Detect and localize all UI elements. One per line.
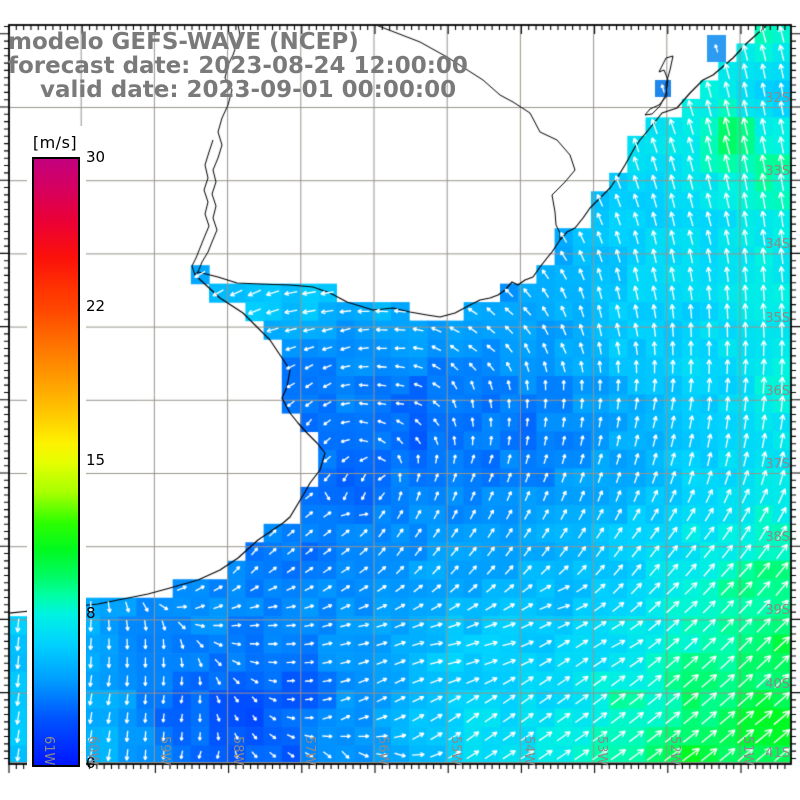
colorbar-tick-label: 8	[86, 603, 96, 622]
lon-label: 61W	[41, 736, 56, 766]
colorbar-unit-label: [m/s]	[32, 133, 78, 152]
valid-date-line: valid date: 2023-09-01 00:00:00	[40, 77, 457, 103]
colorbar-tick-label: 15	[86, 451, 106, 469]
lat-label: 36S	[765, 384, 790, 399]
lon-label: 59W	[157, 736, 172, 766]
lat-label: 39S	[765, 603, 790, 618]
colorbar-gradient	[32, 157, 80, 767]
model-title: modelo GEFS-WAVE (NCEP)	[8, 29, 359, 55]
lon-label: 51W	[740, 736, 755, 766]
colorbar-tick-label: 30	[86, 148, 106, 166]
lat-label: 38S	[765, 530, 790, 545]
lon-label: 56W	[375, 736, 390, 766]
lat-label: 35S	[765, 311, 790, 326]
lat-label: 34S	[765, 237, 790, 252]
lon-label: 60W	[85, 736, 100, 766]
lon-label: 57W	[302, 736, 317, 766]
forecast-date-line: forecast date: 2023-08-24 12:00:00	[8, 53, 468, 79]
lat-label: 33S	[765, 164, 790, 179]
colorbar-tick-label: 0	[86, 754, 96, 772]
lat-label: 32S	[765, 91, 790, 106]
lat-label: 37S	[765, 457, 790, 472]
lon-label: 58W	[230, 736, 245, 766]
colorbar-tick-label: 22	[86, 297, 106, 316]
lon-label: 55W	[448, 736, 463, 766]
lon-label: 53W	[594, 736, 609, 766]
lon-label: 52W	[667, 736, 682, 766]
lat-label: 40S	[765, 677, 790, 692]
lat-label: 41S	[765, 746, 790, 761]
lon-label: 54W	[521, 736, 536, 766]
